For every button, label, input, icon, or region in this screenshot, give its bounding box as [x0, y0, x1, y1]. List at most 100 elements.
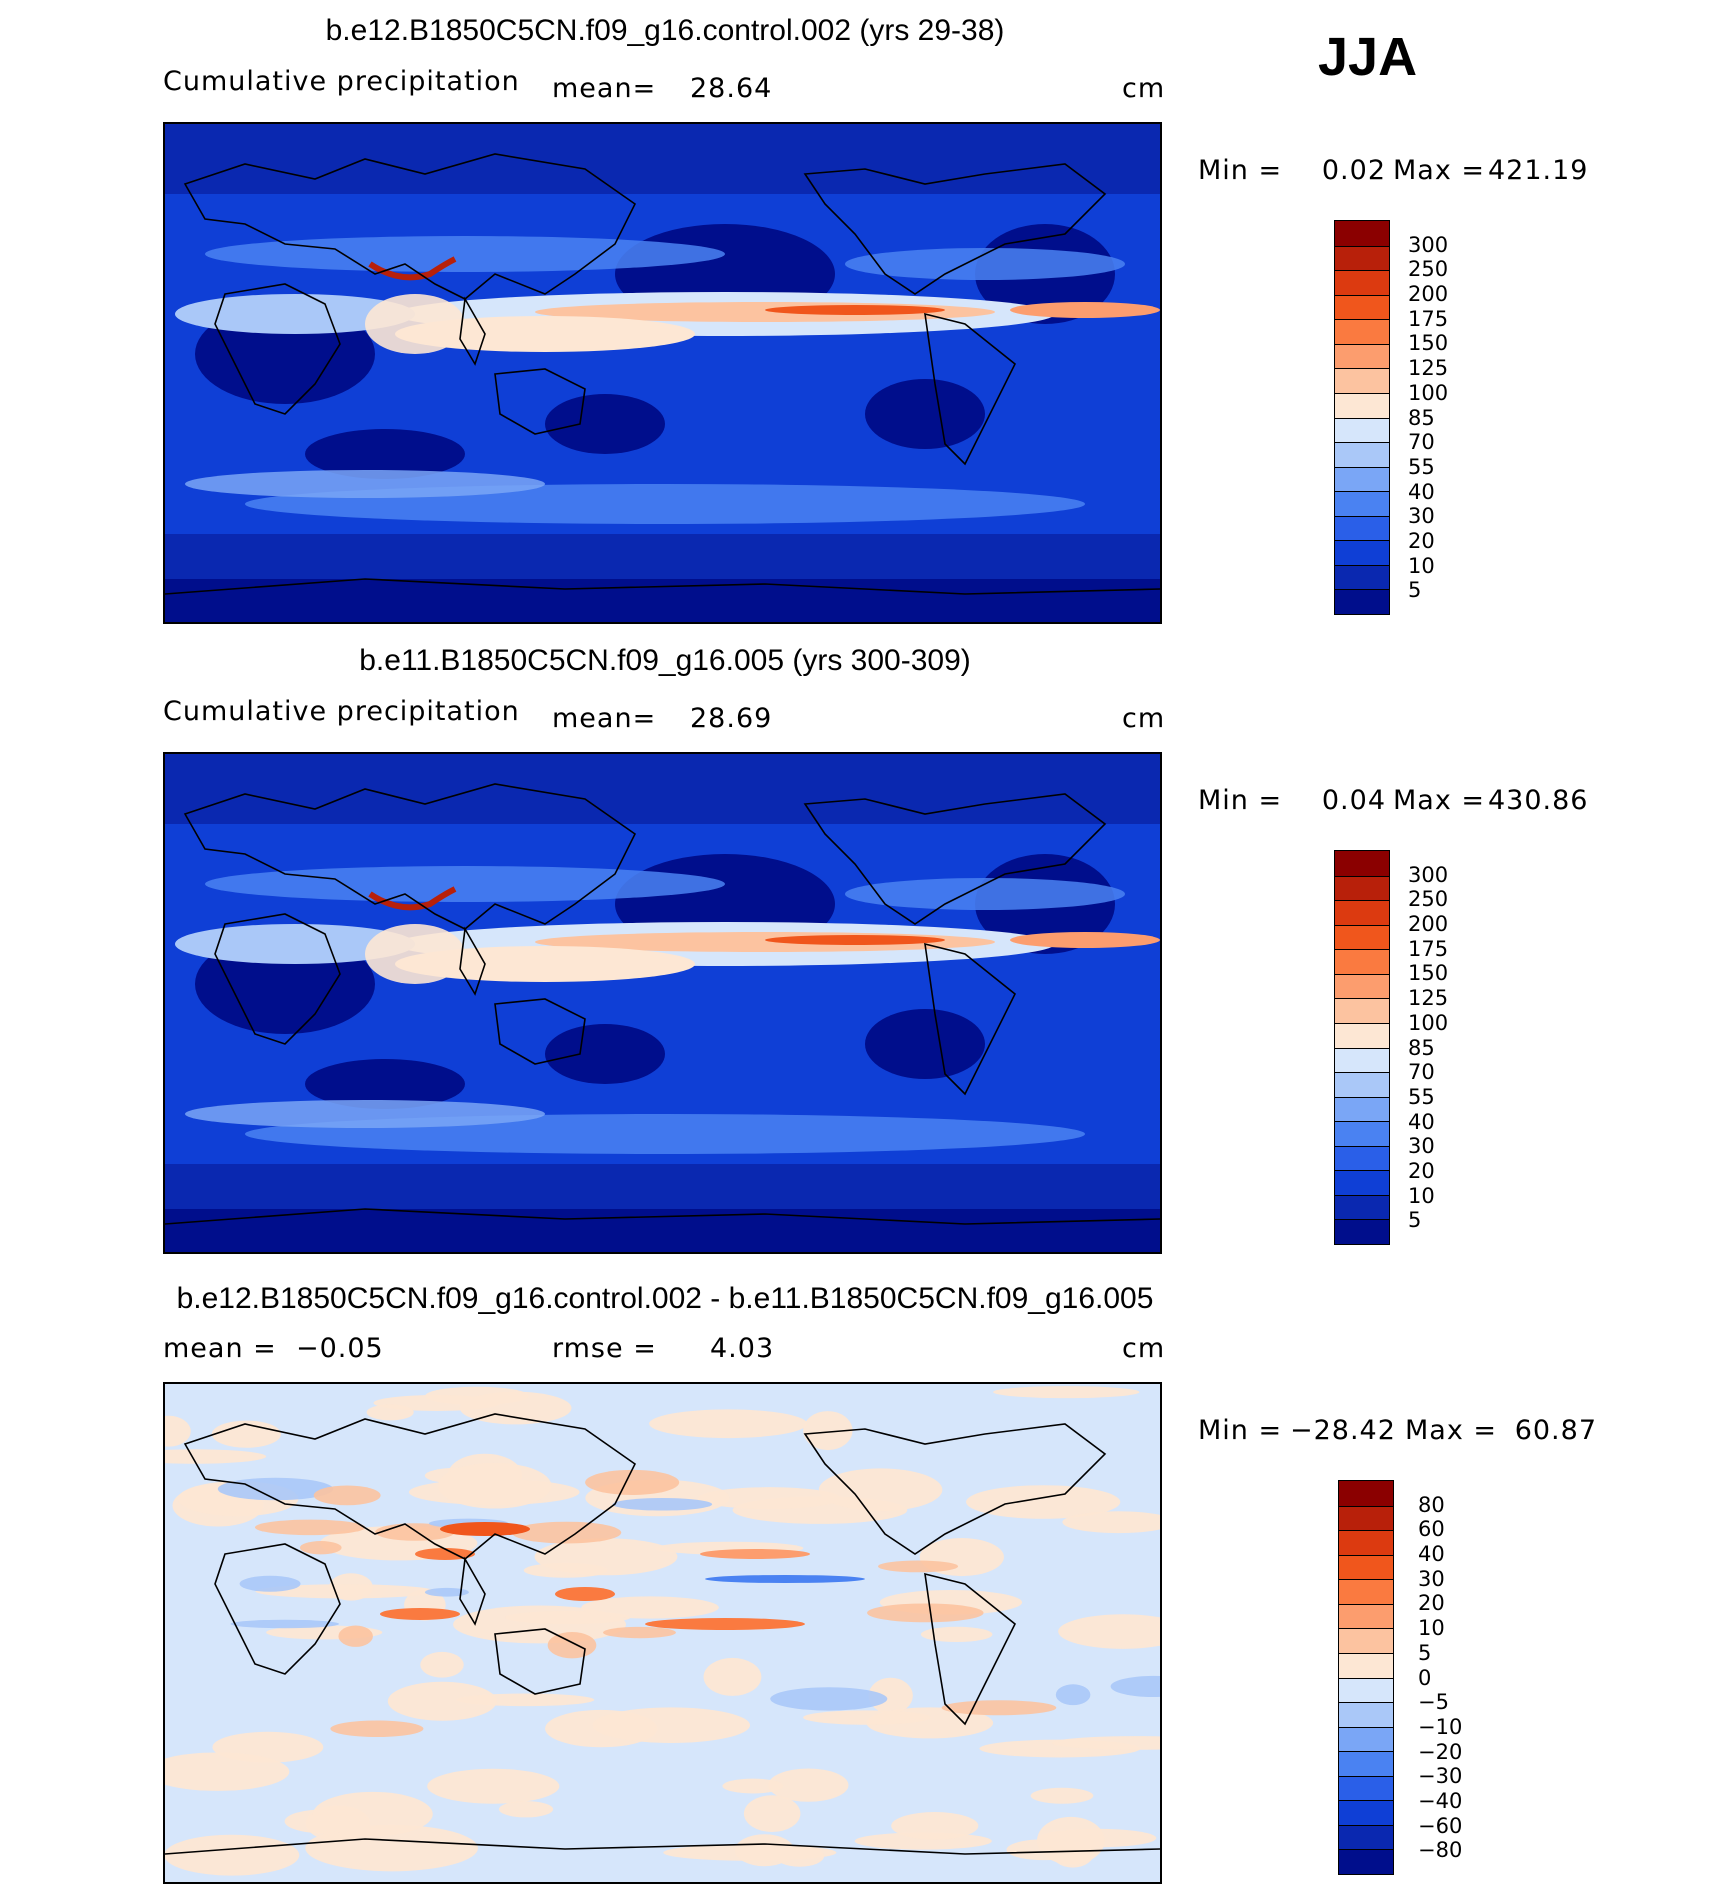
colorbar-tick-label: 60 — [1418, 1517, 1445, 1542]
panel3-colorbar-ticks: 80 60 40 30 20 10 5 0 −5 −10 −20 −30 −40 −60 −80 — [1418, 1480, 1498, 1875]
colorbar-swatch — [1339, 1603, 1393, 1629]
colorbar-swatch — [1335, 1170, 1389, 1195]
panel3-mean-text: mean = −0.05 — [163, 1333, 384, 1364]
colorbar-swatch — [1339, 1579, 1393, 1604]
colorbar-tick-label: 200 — [1408, 282, 1449, 307]
colorbar-swatch — [1335, 343, 1389, 369]
colorbar-tick-label: 40 — [1408, 479, 1435, 504]
panel1-colorbar-ticks: 300 250 200 175 150 125 100 85 70 55 40 30 20 10 5 — [1408, 220, 1488, 615]
colorbar-swatch — [1339, 1505, 1393, 1531]
colorbar-tick-label: 30 — [1408, 504, 1435, 529]
colorbar-tick-label: 55 — [1408, 1084, 1435, 1109]
colorbar-tick-label: 10 — [1408, 553, 1435, 578]
colorbar-swatch — [1335, 973, 1389, 999]
colorbar-swatch — [1339, 1554, 1393, 1580]
colorbar-tick-label: 175 — [1408, 306, 1449, 331]
colorbar-tick-label: 70 — [1408, 1060, 1435, 1085]
colorbar-swatch — [1339, 1726, 1393, 1752]
colorbar-tick-label: −20 — [1418, 1739, 1463, 1764]
colorbar-tick-label: 20 — [1408, 1158, 1435, 1183]
colorbar-swatch — [1339, 1677, 1393, 1703]
colorbar-swatch — [1339, 1775, 1393, 1801]
colorbar-swatch — [1335, 924, 1389, 950]
colorbar-swatch — [1335, 442, 1389, 467]
colorbar-swatch — [1339, 1824, 1393, 1850]
season-label: JJA — [1318, 27, 1418, 87]
colorbar-tick-label: −60 — [1418, 1813, 1463, 1838]
panel1-field-label: Cumulative precipitation — [163, 66, 520, 97]
colorbar-tick-label: 20 — [1408, 528, 1435, 553]
panel1-max-label: Max = — [1393, 155, 1486, 186]
colorbar-tick-label: 150 — [1408, 331, 1449, 356]
colorbar-tick-label: 300 — [1408, 862, 1449, 887]
colorbar-tick-label: 55 — [1408, 454, 1435, 479]
panel1-map — [163, 122, 1162, 624]
panel2-map — [163, 752, 1162, 1254]
colorbar-tick-label: 125 — [1408, 356, 1449, 381]
panel3-map — [163, 1382, 1162, 1884]
panel3-rmse-label: rmse = — [552, 1333, 657, 1364]
colorbar-swatch — [1335, 1072, 1389, 1097]
colorbar-tick-label: 30 — [1408, 1134, 1435, 1159]
colorbar-tick-label: −5 — [1418, 1690, 1449, 1715]
colorbar-tick-label: 40 — [1408, 1109, 1435, 1134]
panel2-mean-label: mean= — [552, 703, 657, 734]
panel2-title: b.e11.B1850C5CN.f09_g16.005 (yrs 300-309… — [359, 644, 971, 677]
colorbar-tick-label: 250 — [1408, 257, 1449, 282]
panel1-title: b.e12.B1850C5CN.f09_g16.control.002 (yrs… — [325, 14, 1005, 47]
colorbar-swatch — [1335, 564, 1389, 590]
panel1-max-value: 421.19 — [1488, 155, 1589, 186]
panel2-colorbar-ticks: 300 250 200 175 150 125 100 85 70 55 40 30 20 10 5 — [1408, 850, 1488, 1245]
panel3-colorbar — [1338, 1480, 1394, 1875]
colorbar-swatch — [1335, 270, 1389, 295]
panel3-rmse-value: 4.03 — [710, 1333, 775, 1364]
colorbar-swatch — [1335, 466, 1389, 492]
colorbar-tick-label: −80 — [1418, 1838, 1463, 1863]
panel1-min-value: 0.02 — [1321, 155, 1386, 186]
colorbar-tick-label: 150 — [1408, 961, 1449, 986]
colorbar-tick-label: −30 — [1418, 1764, 1463, 1789]
colorbar-swatch — [1335, 1145, 1389, 1171]
colorbar-swatch — [1335, 221, 1389, 246]
colorbar-tick-label: 250 — [1408, 887, 1449, 912]
panel1-mean-value: 28.64 — [690, 73, 773, 104]
colorbar-tick-label: −10 — [1418, 1714, 1463, 1739]
colorbar-tick-label: 10 — [1418, 1616, 1445, 1641]
colorbar-swatch — [1335, 368, 1389, 393]
colorbar-tick-label: 70 — [1408, 430, 1435, 455]
colorbar-swatch — [1335, 1022, 1389, 1048]
colorbar-swatch — [1335, 1194, 1389, 1220]
panel2-min-value: 0.04 — [1321, 785, 1386, 816]
colorbar-swatch — [1335, 589, 1389, 614]
colorbar-swatch — [1335, 900, 1389, 925]
panel3-max-value: 60.87 — [1514, 1415, 1597, 1446]
colorbar-swatch — [1335, 875, 1389, 901]
panel2-mean-value: 28.69 — [690, 703, 773, 734]
panel2-max-label: Max = — [1393, 785, 1486, 816]
colorbar-swatch — [1335, 392, 1389, 418]
colorbar-tick-label: 40 — [1418, 1542, 1445, 1567]
colorbar-swatch — [1335, 491, 1389, 516]
panel2-min-label: Min = — [1198, 785, 1283, 816]
colorbar-swatch — [1339, 1481, 1393, 1506]
colorbar-tick-label: 5 — [1418, 1640, 1432, 1665]
colorbar-tick-label: 85 — [1408, 1035, 1435, 1060]
colorbar-tick-label: 100 — [1408, 380, 1449, 405]
colorbar-swatch — [1335, 417, 1389, 443]
colorbar-swatch — [1335, 949, 1389, 974]
colorbar-swatch — [1335, 998, 1389, 1023]
colorbar-swatch — [1339, 1628, 1393, 1653]
colorbar-tick-label: 200 — [1408, 912, 1449, 937]
panel1-mean-label: mean= — [552, 73, 657, 104]
colorbar-tick-label: 5 — [1408, 1208, 1422, 1233]
panel2-field-label: Cumulative precipitation — [163, 696, 520, 727]
panel1-colorbar — [1334, 220, 1390, 615]
colorbar-swatch — [1335, 1219, 1389, 1244]
colorbar-tick-label: 85 — [1408, 405, 1435, 430]
colorbar-swatch — [1335, 515, 1389, 541]
panel3-title: b.e12.B1850C5CN.f09_g16.control.002 - b.… — [176, 1282, 1154, 1315]
colorbar-tick-label: 175 — [1408, 936, 1449, 961]
panel3-units: cm — [1122, 1333, 1166, 1364]
colorbar-swatch — [1339, 1751, 1393, 1776]
panel3-min-label: Min = — [1198, 1415, 1283, 1446]
